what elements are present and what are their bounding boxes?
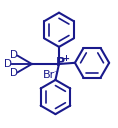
Text: P: P: [56, 56, 65, 69]
Text: D: D: [10, 50, 18, 60]
Text: D: D: [4, 59, 12, 69]
Text: Br: Br: [43, 70, 55, 80]
Text: D: D: [10, 68, 18, 78]
Text: +: +: [62, 54, 69, 63]
Text: ⁻: ⁻: [54, 70, 58, 79]
